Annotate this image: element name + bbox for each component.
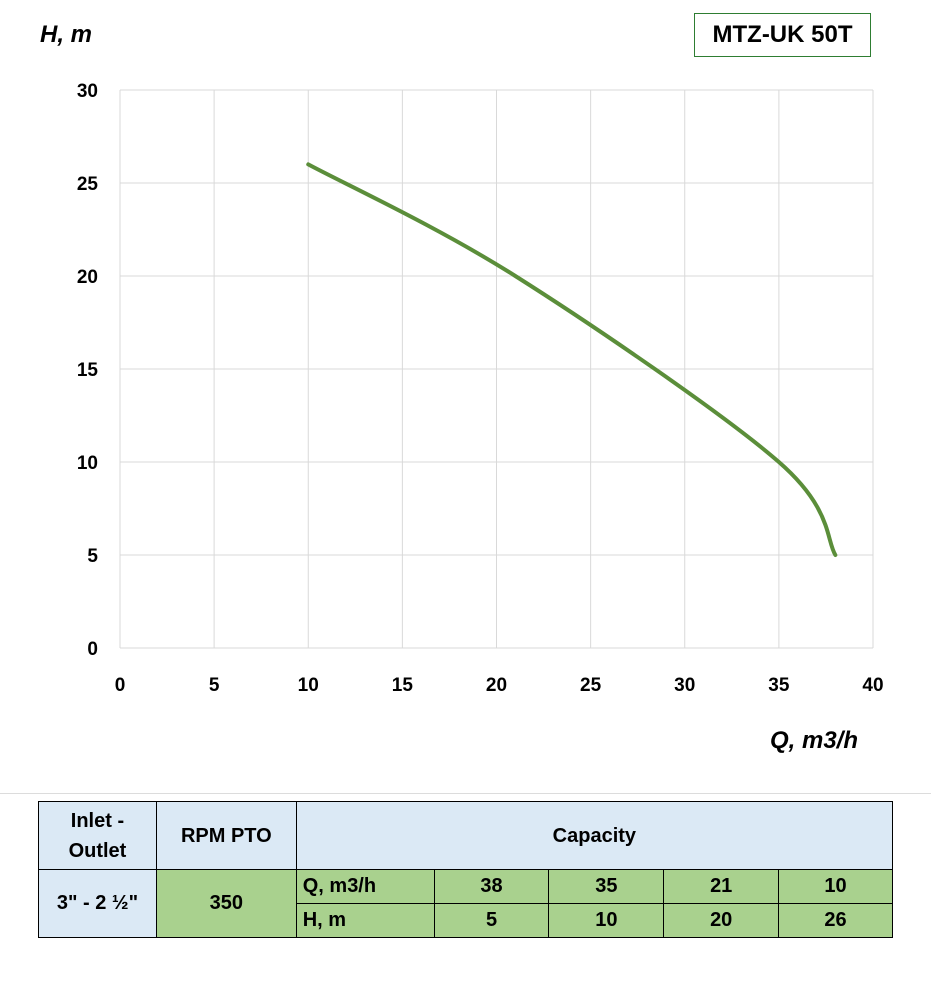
y-tick-label: 20 <box>77 267 98 288</box>
q-value: 21 <box>663 869 780 904</box>
model-label: MTZ-UK 50T <box>694 13 871 57</box>
pump-curve-line <box>306 162 838 557</box>
x-tick-label: 15 <box>392 675 414 696</box>
y-tick-label: 0 <box>87 639 98 660</box>
h-value: 20 <box>663 903 780 938</box>
y-tick-label: 15 <box>77 360 99 381</box>
q-value: 35 <box>548 869 665 904</box>
table-row-q: 3" - 2 ½" 350 Q, m3/h 38 35 21 10 <box>38 869 893 938</box>
x-tick-label: 30 <box>674 675 695 696</box>
inlet-outlet-header: Inlet - Outlet <box>38 801 157 870</box>
spec-table: Inlet - Outlet RPM PTO Capacity 3" - 2 ½… <box>38 801 894 938</box>
capacity-header: Capacity <box>295 801 894 870</box>
table-row-h: H, m 5 10 20 26 <box>39 903 893 938</box>
h-label: H, m <box>295 903 435 938</box>
y-tick-label: 25 <box>77 174 99 195</box>
q-value: 38 <box>433 869 550 904</box>
q-label: Q, m3/h <box>295 869 435 904</box>
x-axis-ticks: 0 5 10 15 20 25 30 35 40 <box>115 675 884 696</box>
y-tick-label: 30 <box>77 81 98 102</box>
x-tick-label: 5 <box>209 675 220 696</box>
rpm-header: RPM PTO <box>155 801 297 870</box>
section-divider <box>0 793 931 794</box>
x-tick-label: 0 <box>115 675 126 696</box>
x-tick-label: 35 <box>768 675 790 696</box>
y-axis-title: H, m <box>40 21 92 48</box>
h-value: 26 <box>778 903 893 938</box>
x-tick-label: 40 <box>862 675 883 696</box>
chart-series <box>306 162 838 557</box>
table-header-row: Inlet - Outlet RPM PTO Capacity <box>38 801 894 870</box>
pump-curve-chart: 0 5 10 15 20 25 30 0 5 10 15 20 25 30 35 40 H, m Q, m3… <box>40 21 884 754</box>
rpm-value: 350 <box>155 869 297 938</box>
x-tick-label: 25 <box>580 675 602 696</box>
h-value: 10 <box>548 903 665 938</box>
y-axis-ticks: 0 5 10 15 20 25 30 <box>77 81 99 660</box>
y-tick-label: 5 <box>87 546 98 567</box>
inlet-outlet-value: 3" - 2 ½" <box>38 869 157 938</box>
q-value: 10 <box>778 869 893 904</box>
y-tick-label: 10 <box>77 453 98 474</box>
chart-grid <box>119 89 874 649</box>
x-axis-title: Q, m3/h <box>770 727 858 754</box>
x-tick-label: 20 <box>486 675 507 696</box>
h-value: 5 <box>433 903 550 938</box>
x-tick-label: 10 <box>298 675 319 696</box>
